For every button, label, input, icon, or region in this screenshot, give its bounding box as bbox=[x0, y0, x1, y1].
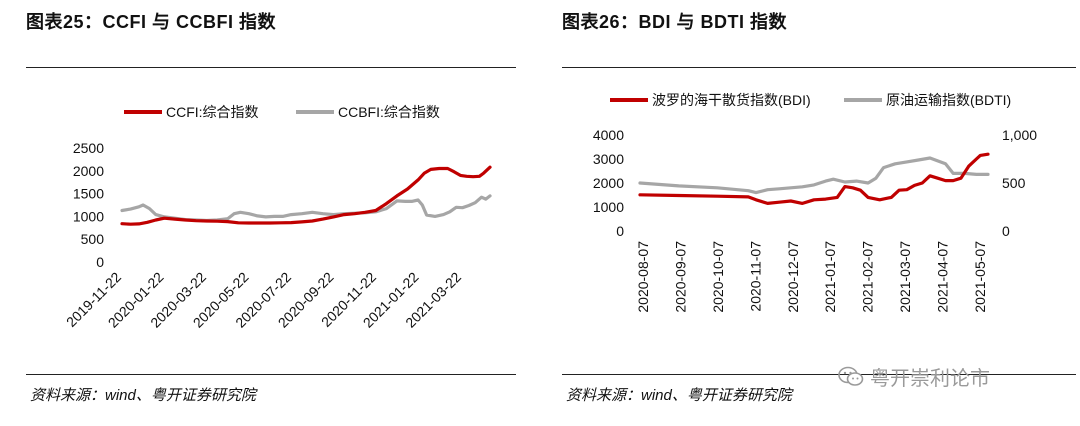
legend-label: 原油运输指数(BDTI) bbox=[886, 92, 1011, 108]
y-tick-label: 1500 bbox=[73, 186, 104, 202]
ccfi-chart: CCFI:综合指数 CCBFI:综合指数050010001500200025002… bbox=[63, 104, 492, 331]
top-rule bbox=[562, 67, 1076, 68]
y2-tick-label: 0 bbox=[1002, 223, 1010, 239]
y-tick-label: 2000 bbox=[593, 175, 624, 191]
x-tick-label: 2021-05-07 bbox=[972, 241, 988, 313]
x-tick-label: 2021-02-07 bbox=[860, 241, 876, 313]
y-tick-label: 4000 bbox=[593, 127, 624, 143]
figure-title: 图表25：CCFI 与 CCBFI 指数 bbox=[26, 12, 277, 32]
x-tick-label: 2020-12-07 bbox=[785, 241, 801, 313]
x-tick-label: 2020-10-07 bbox=[710, 241, 726, 313]
y-tick-label: 1000 bbox=[73, 208, 104, 224]
watermark: 粤开崇利论市 bbox=[838, 362, 990, 391]
bottom-rule bbox=[562, 374, 1076, 375]
source-note: 资料来源：wind、粤开证券研究院 bbox=[566, 387, 792, 404]
chart-panel-ccfi: 图表25：CCFI 与 CCBFI 指数 CCFI:综合指数 CCBFI:综合指数… bbox=[0, 0, 520, 426]
y-tick-label: 2500 bbox=[73, 140, 104, 156]
y2-tick-label: 500 bbox=[1002, 175, 1026, 191]
y-tick-label: 3000 bbox=[593, 151, 624, 167]
bdi-chart: 波罗的海干散货指数(BDI) 原油运输指数(BDTI) 0 1000 2000 3000 4… bbox=[593, 92, 1037, 313]
chart-panel-bdi: 图表26：BDI 与 BDTI 指数 波罗的海干散货指数(BDI) 原油运输指数(… bbox=[548, 0, 1080, 426]
bottom-rule bbox=[26, 374, 516, 375]
source-note: 资料来源：wind、粤开证券研究院 bbox=[30, 387, 256, 404]
series-line bbox=[120, 165, 492, 226]
x-tick-label: 2020-11-07 bbox=[747, 241, 763, 312]
watermark-text: 粤开崇利论市 bbox=[870, 368, 990, 390]
y2-tick-label: 1,000 bbox=[1002, 127, 1037, 143]
legend-label: CCBFI:综合指数 bbox=[338, 104, 440, 120]
y-tick-label: 2000 bbox=[73, 163, 104, 179]
y-tick-label: 0 bbox=[96, 254, 104, 270]
figure-title: 图表26：BDI 与 BDTI 指数 bbox=[562, 12, 788, 32]
x-tick-label: 2020-09-07 bbox=[672, 241, 688, 313]
y-tick-label: 500 bbox=[81, 231, 105, 247]
top-rule bbox=[26, 67, 516, 68]
x-tick-label: 2021-01-07 bbox=[822, 241, 838, 313]
legend-label: CCFI:综合指数 bbox=[166, 104, 259, 120]
x-tick-label: 2020-08-07 bbox=[635, 241, 651, 313]
wechat-icon bbox=[838, 366, 864, 388]
y-tick-label: 0 bbox=[616, 223, 624, 239]
series-line bbox=[638, 156, 990, 195]
legend-label: 波罗的海干散货指数(BDI) bbox=[652, 92, 811, 108]
y-tick-label: 1000 bbox=[593, 199, 624, 215]
x-tick-label: 2021-04-07 bbox=[935, 241, 951, 313]
x-tick-label: 2021-03-07 bbox=[897, 241, 913, 313]
series-line bbox=[120, 194, 492, 223]
series-line bbox=[638, 152, 990, 205]
